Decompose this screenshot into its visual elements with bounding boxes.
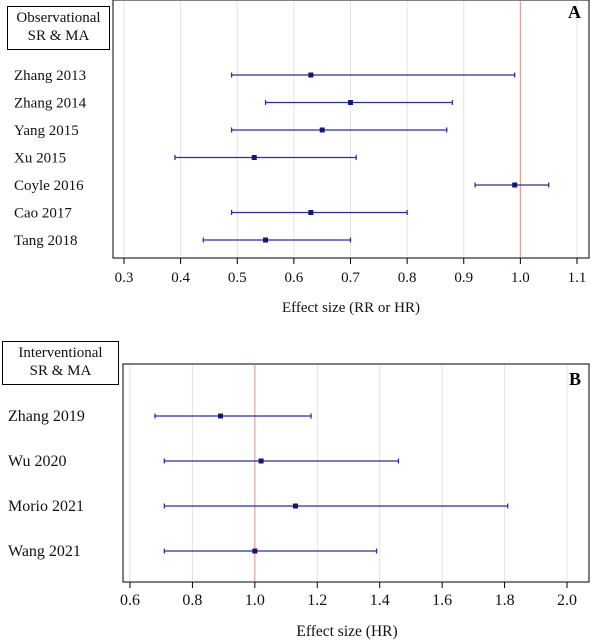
panel-b-tick-label: 0.8: [182, 592, 202, 609]
panel-a-tick-label: 1.0: [511, 270, 530, 286]
panel-b-point-estimate: [218, 413, 224, 419]
panel-b-grid: [129, 365, 568, 581]
panel-a-point-estimate: [319, 127, 325, 133]
panel-a-tick-label: 0.5: [228, 270, 247, 286]
panel-b-interventional: Zhang 2019 Wu 2020 Morio 2021 Wang 2021 0.6…: [8, 363, 590, 640]
panel-b-title-box: Interventional SR & MA: [2, 341, 119, 385]
panel-b-tick-label: 1.6: [432, 592, 452, 609]
panel-b-plot-area: [122, 363, 590, 583]
panel-b-title-line-2: SR & MA: [29, 363, 92, 379]
panel-b-x-axis: 0.6 0.8 1.0 1.2 1.4 1.6 1.8 2.0: [120, 582, 577, 609]
panel-a-study-label: Tang 2018: [14, 233, 78, 249]
panel-b-point-estimate: [292, 503, 298, 509]
panel-a-tick-label: 0.3: [115, 270, 134, 286]
panel-a-study-row: Yang 2015: [14, 123, 448, 139]
panel-a-study-row: Cao 2017: [14, 206, 408, 222]
panel-b-study-row: Wang 2021: [8, 543, 378, 560]
panel-b-tick-label: 0.6: [120, 592, 140, 609]
panel-a-grid: [123, 1, 578, 257]
panel-a-study-label: Zhang 2014: [14, 96, 87, 112]
panel-a-study-row: Zhang 2013: [14, 68, 516, 84]
panel-b-x-axis-label: Effect size (HR): [296, 623, 397, 640]
panel-a-point-estimate: [251, 155, 257, 160]
panel-b-tick-label: 2.0: [557, 592, 577, 609]
panel-b-point-estimate: [258, 458, 264, 464]
panel-b-study-label: Wang 2021: [8, 543, 81, 560]
panel-a-x-axis: 0.3 0.4 0.5 0.6 0.7 0.8 0.9 1.0 1.1: [115, 258, 587, 286]
panel-a-study-row: Zhang 2014: [14, 96, 454, 112]
panel-b-study-label: Wu 2020: [8, 453, 66, 470]
panel-a-observational: Zhang 2013 Zhang 2014 Yang 2015 Xu 2015 Coyl…: [14, 0, 590, 316]
panel-a-study-label: Zhang 2013: [14, 68, 86, 84]
panel-a-letter: A: [568, 2, 581, 22]
panel-a-tick-label: 0.8: [398, 270, 417, 286]
panel-a-study-row: Coyle 2016: [14, 178, 550, 194]
panel-a-study-label: Yang 2015: [14, 123, 79, 139]
panel-a-study-label: Xu 2015: [14, 151, 66, 167]
panel-b-study-row: Morio 2021: [8, 498, 509, 515]
panel-b-title-line-1: Interventional: [18, 345, 103, 361]
panel-a-point-estimate: [263, 237, 269, 243]
panel-a-point-estimate: [348, 100, 353, 105]
panel-b-study-row: Zhang 2019: [8, 408, 312, 425]
panel-a-tick-label: 0.7: [341, 270, 360, 286]
panel-b-letter: B: [568, 369, 581, 389]
panel-b-study-label: Zhang 2019: [8, 408, 85, 425]
panel-a-study-row: Xu 2015: [14, 151, 357, 167]
panel-b-tick-label: 1.2: [307, 592, 327, 609]
panel-a-point-estimate: [512, 182, 518, 188]
panel-b-studies: Zhang 2019 Wu 2020 Morio 2021 Wang 2021: [8, 408, 509, 560]
panel-b-point-estimate: [252, 548, 258, 554]
panel-a-title-box: Observational SR & MA: [7, 6, 110, 50]
panel-a-study-label: Cao 2017: [14, 206, 72, 222]
panel-a-x-axis-label: Effect size (RR or HR): [282, 300, 420, 316]
panel-a-title-line-1: Observational: [16, 10, 101, 26]
panel-a-title-line-2: SR & MA: [27, 28, 90, 44]
panel-a-study-label: Coyle 2016: [14, 178, 84, 194]
panel-a-studies: Zhang 2013 Zhang 2014 Yang 2015 Xu 2015 Coyl…: [14, 68, 550, 249]
panel-b-study-label: Morio 2021: [8, 498, 84, 515]
panel-a-point-estimate: [308, 210, 314, 215]
panel-b-tick-label: 1.8: [495, 592, 515, 609]
panel-b-study-row: Wu 2020: [8, 453, 400, 470]
panel-a-study-row: Tang 2018: [14, 233, 352, 249]
panel-b-tick-label: 1.0: [245, 592, 265, 609]
panel-a-tick-label: 0.4: [171, 270, 190, 286]
panel-a-tick-label: 1.1: [568, 270, 587, 286]
panel-a-tick-label: 0.9: [454, 270, 473, 286]
panel-b-tick-label: 1.4: [370, 592, 390, 609]
panel-a-tick-label: 0.6: [285, 270, 304, 286]
panel-a-point-estimate: [308, 72, 314, 78]
